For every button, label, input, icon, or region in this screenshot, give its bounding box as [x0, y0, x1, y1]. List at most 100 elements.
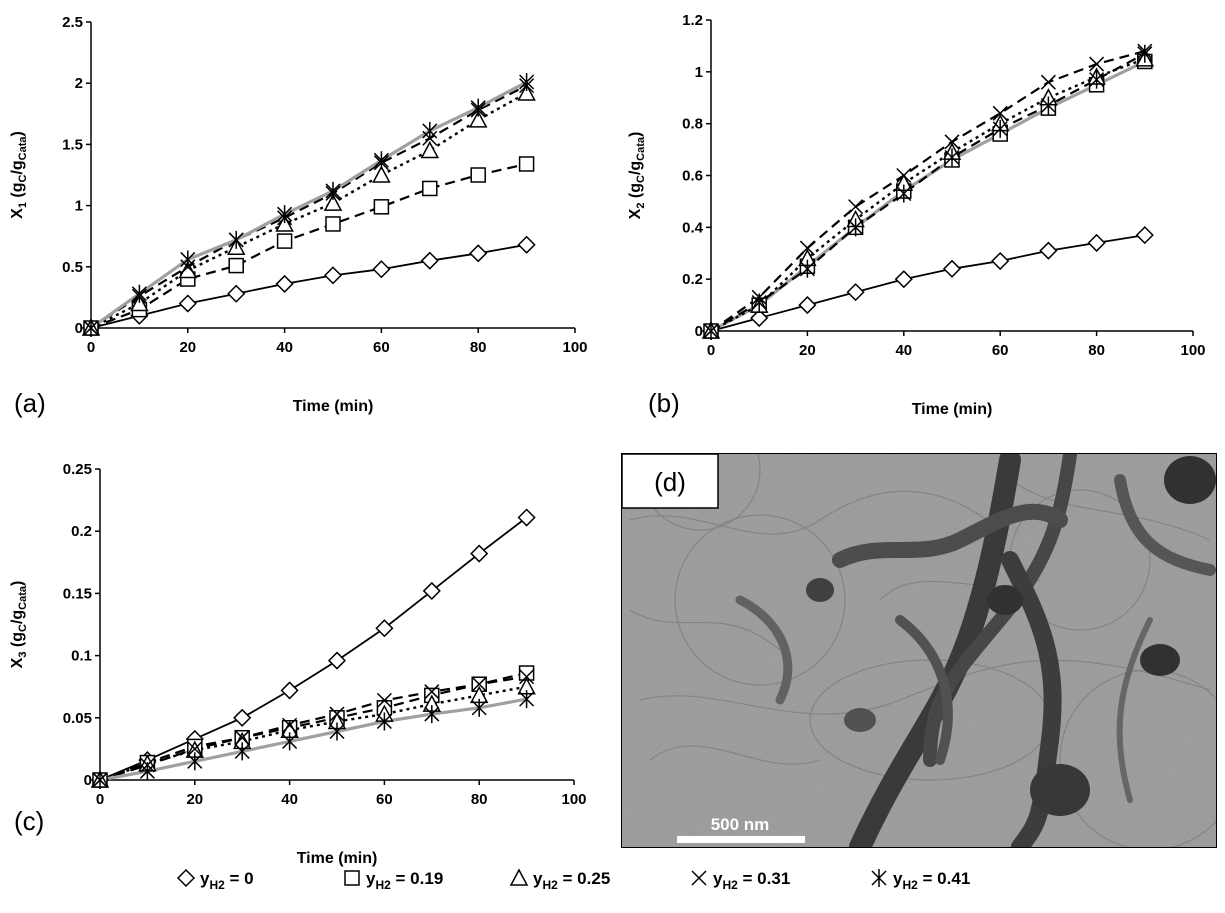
x-tick-label: 100 [1180, 342, 1205, 359]
legend-label: yH2 = 0.31 [713, 869, 790, 892]
legend-label: yH2 = 0 [200, 869, 254, 892]
legend-triangle-icon [509, 868, 529, 886]
data-point-asterisk [92, 771, 108, 789]
series-line-asterisk [90, 80, 528, 330]
data-point-asterisk [519, 690, 535, 709]
y-tick-label: 1.5 [62, 136, 83, 153]
data-point-triangle [372, 165, 391, 183]
data-point-asterisk [992, 119, 1008, 138]
y-tick-label: 0.25 [63, 461, 92, 478]
data-point-diamond [517, 235, 536, 254]
series-line-diamond [710, 234, 1145, 332]
data-point-asterisk [325, 181, 341, 200]
legend-diamond-icon [176, 868, 196, 888]
series-line-x [90, 84, 528, 329]
x-tick-label: 0 [87, 339, 95, 356]
y-tick-label: 0.2 [71, 523, 92, 540]
data-point-diamond [517, 508, 536, 527]
legend-item-diamond: yH2 = 0 [176, 868, 254, 892]
data-point-x [282, 717, 298, 733]
data-point-triangle [468, 110, 488, 128]
data-point-asterisk [83, 319, 99, 337]
data-point-asterisk [751, 293, 767, 312]
data-point-asterisk [1089, 70, 1105, 89]
data-point-x [329, 706, 345, 722]
data-point-asterisk [282, 732, 298, 751]
y-tick-label: 0 [75, 320, 83, 337]
data-point-diamond [233, 708, 252, 727]
data-point-triangle [420, 140, 440, 159]
series-line-triangle [90, 91, 528, 330]
data-point-x [896, 167, 912, 184]
y-tick-label: 1 [695, 64, 703, 81]
x-tick-label: 100 [561, 791, 586, 808]
data-point-asterisk [228, 230, 244, 249]
x-tick-label: 0 [96, 791, 104, 808]
data-point-diamond [327, 651, 347, 670]
x-tick-label: 60 [373, 339, 390, 356]
data-point-triangle [517, 83, 536, 101]
data-point-x [187, 741, 203, 757]
data-point-x [992, 105, 1008, 121]
thick-nanotubes [735, 454, 1216, 847]
data-point-diamond [1135, 226, 1154, 245]
x-tick-label: 60 [376, 791, 393, 808]
panel-a-chart: 0 0.5 1 1.5 2 2.5 0 20 40 60 80 100 Time (min) X1 (gC… [9, 14, 588, 415]
series-line-diamond [90, 243, 527, 329]
legend-item-asterisk: yH2 = 0.41 [871, 869, 970, 892]
data-point-asterisk [187, 752, 203, 771]
data-point-asterisk [139, 762, 155, 781]
data-point-diamond [323, 266, 343, 285]
scale-bar-label: 500 nm [711, 815, 770, 834]
legend-x-icon [691, 870, 707, 886]
data-point-square [518, 156, 535, 172]
data-point-x [376, 692, 392, 708]
data-point-x [799, 240, 815, 256]
x-tick-label: 60 [992, 342, 1009, 359]
legend-asterisk-icon [871, 869, 887, 887]
panel-b-chart: 0 0.2 0.4 0.6 0.8 1 1.2 0 20 40 60 80 100 Time (min) X… [627, 12, 1206, 418]
data-point-diamond [798, 296, 817, 315]
data-point-diamond [375, 619, 394, 638]
x-tick-label: 20 [799, 342, 816, 359]
data-point-asterisk [1137, 44, 1153, 63]
series-line-triangle [99, 685, 527, 782]
catalyst-clusters [806, 456, 1216, 816]
data-point-asterisk [799, 259, 815, 278]
data-point-diamond [991, 251, 1010, 271]
data-point-asterisk [329, 722, 345, 741]
data-point-x [234, 730, 250, 746]
scale-bar [677, 836, 805, 843]
y-tick-label: 2.5 [62, 14, 83, 31]
series-line-triangle [710, 57, 1146, 333]
data-point-x [848, 199, 864, 215]
panel-d-letter: (d) [654, 467, 686, 497]
data-point-square [422, 180, 438, 197]
data-point-x [519, 669, 535, 685]
data-point-asterisk [703, 322, 719, 340]
legend-item-triangle: yH2 = 0.25 [509, 868, 610, 892]
data-point-diamond [750, 308, 769, 328]
data-point-square [325, 216, 341, 232]
y-tick-label: 0 [84, 772, 92, 789]
legend-label: yH2 = 0.19 [366, 869, 443, 892]
data-point-asterisk [519, 72, 535, 91]
panel-c-letter: (c) [14, 806, 44, 836]
legend: yH2 = 0 yH2 = 0.19 yH2 = 0.25 yH2 = 0.31 yH2… [176, 868, 970, 892]
panel-a-letter: (a) [14, 388, 46, 418]
data-point-diamond [227, 284, 246, 303]
y-tick-label: 0 [695, 323, 703, 340]
data-point-square [373, 199, 390, 215]
data-point-triangle [323, 193, 343, 211]
y-axis-label: X3 (gC/gCata) [9, 581, 29, 669]
legend-square-icon [344, 870, 360, 886]
data-point-asterisk [1040, 96, 1056, 115]
data-point-asterisk [277, 205, 293, 224]
data-point-square [470, 167, 486, 183]
x-tick-label: 40 [276, 339, 293, 356]
data-point-asterisk [376, 712, 392, 731]
data-point-asterisk [422, 121, 438, 140]
data-point-diamond [280, 681, 299, 700]
thin-nanotubes [629, 454, 1216, 847]
data-point-x [1089, 56, 1105, 72]
